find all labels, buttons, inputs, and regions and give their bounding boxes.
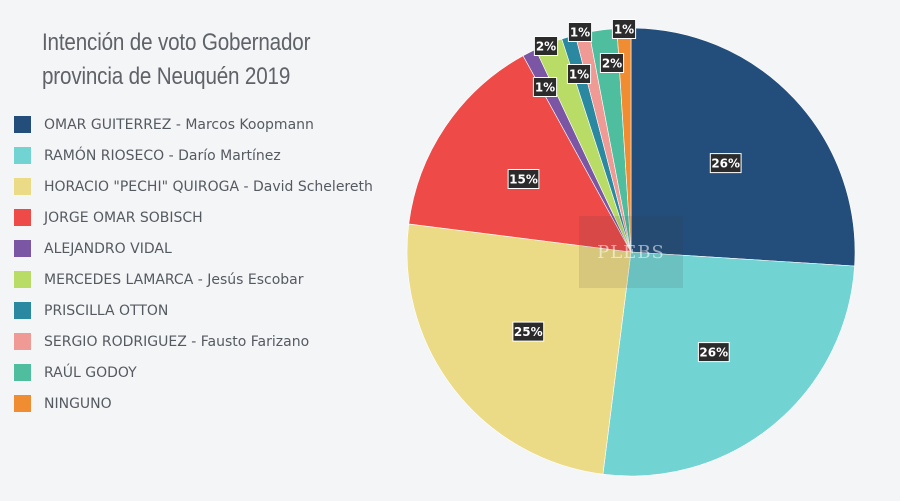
data-label-bg [697,342,730,363]
data-label: 26% [697,342,730,363]
legend-label: ALEJANDRO VIDAL [44,240,172,257]
legend-item: RAÚL GODOY [14,357,373,388]
watermark: PLEBS [579,216,683,288]
pie-slice [602,251,855,477]
legend-item: OMAR GUITERREZ - Marcos Koopmann [14,109,373,140]
data-label: 26% [709,153,742,174]
data-label-text: 2% [602,56,622,70]
data-label: 15% [507,169,540,189]
legend-swatch [14,147,31,164]
data-label-text: 26% [711,156,740,170]
legend-swatch [14,209,31,226]
legend-label: RAÚL GODOY [44,364,137,381]
legend-swatch [14,302,31,319]
pie-slice [408,55,632,253]
data-label: 2% [599,53,625,73]
data-label-text: 1% [570,25,590,39]
legend-item: NINGUNO [14,388,373,419]
data-label-text: 25% [514,325,543,339]
legend-item: PRISCILLA OTTON [14,295,373,326]
legend-item: HORACIO "PECHI" QUIROGA - David Schelere… [14,171,373,202]
pie-slice [406,223,632,475]
data-label-text: 1% [535,80,555,94]
data-label: 1% [567,22,593,42]
data-label-bg [566,64,592,84]
legend-label: RAMÓN RIOSECO - Darío Martínez [44,147,281,164]
data-label: 1% [532,77,558,97]
legend-item: ALEJANDRO VIDAL [14,233,373,264]
data-label: 1% [566,64,592,84]
chart-legend: OMAR GUITERREZ - Marcos Koopmann RAMÓN RI… [14,109,373,419]
pie-slice [630,27,856,267]
data-label: 2% [533,36,559,56]
legend-label: SERGIO RODRIGUEZ - Fausto Farizano [44,333,310,350]
legend-swatch [14,178,31,195]
legend-item: RAMÓN RIOSECO - Darío Martínez [14,140,373,171]
data-label-bg [532,77,558,97]
chart-title-line-2: provincia de Neuquén 2019 [42,63,291,90]
legend-label: MERCEDES LAMARCA - Jesús Escobar [44,271,304,288]
legend-item: JORGE OMAR SOBISCH [14,202,373,233]
legend-item: SERGIO RODRIGUEZ - Fausto Farizano [14,326,373,357]
data-label-bg [507,169,540,189]
data-label-bg [567,22,593,42]
data-label-text: 1% [569,67,589,81]
legend-swatch [14,116,31,133]
pie-slices [406,27,856,477]
legend-label: PRISCILLA OTTON [44,302,169,319]
legend-swatch [14,364,31,381]
data-label-bg [611,19,637,39]
data-label: 1% [611,19,637,39]
pie-data-labels: 26% 26% 25% 15% 1% 2% 1% 1% 2% 1% [507,19,742,363]
legend-swatch [14,240,31,257]
legend-swatch [14,271,31,288]
legend-label: OMAR GUITERREZ - Marcos Koopmann [44,116,314,133]
legend-label: HORACIO "PECHI" QUIROGA - David Schelere… [44,178,373,195]
data-label-bg [512,321,545,342]
chart-title: Intención de voto Gobernador provincia d… [42,26,326,94]
data-label-text: 26% [699,345,728,359]
watermark-box [579,216,683,288]
data-label-text: 2% [536,39,556,53]
watermark-text: PLEBS [597,242,665,263]
data-label-bg [599,53,625,73]
legend-swatch [14,395,31,412]
chart-title-line-1: Intención de voto Gobernador [42,29,311,56]
data-label-bg [533,36,559,56]
data-label-text: 15% [509,172,538,186]
data-label-text: 1% [614,22,634,36]
legend-label: JORGE OMAR SOBISCH [44,209,203,226]
legend-label: NINGUNO [44,395,112,412]
data-label-bg [709,153,742,174]
data-label: 25% [512,321,545,342]
legend-swatch [14,333,31,350]
legend-item: MERCEDES LAMARCA - Jesús Escobar [14,264,373,295]
